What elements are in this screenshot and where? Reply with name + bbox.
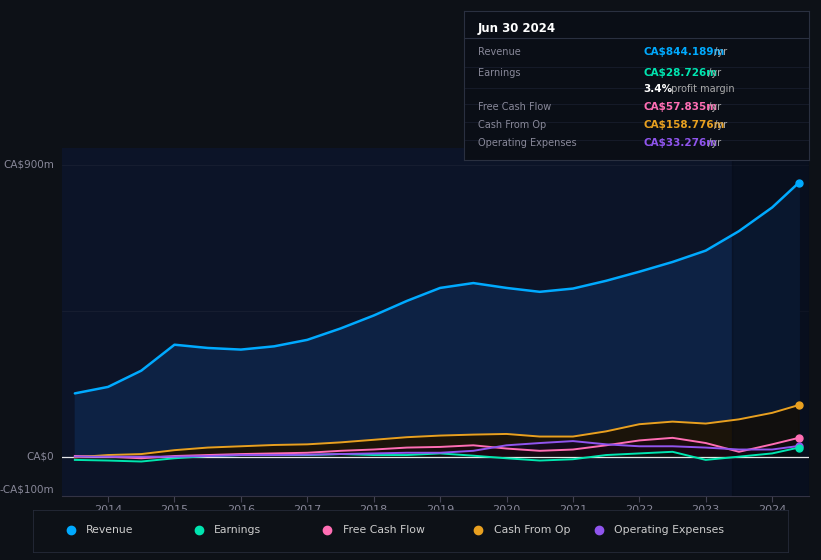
- Text: Operating Expenses: Operating Expenses: [478, 138, 576, 147]
- Text: /yr: /yr: [705, 102, 722, 112]
- Text: Revenue: Revenue: [478, 47, 521, 57]
- Bar: [732, 148, 809, 496]
- Text: CA$28.726m: CA$28.726m: [643, 68, 718, 78]
- Text: CA$844.189m: CA$844.189m: [643, 47, 725, 57]
- Text: CA$158.776m: CA$158.776m: [643, 120, 725, 130]
- Text: Free Cash Flow: Free Cash Flow: [342, 525, 424, 535]
- Text: profit margin: profit margin: [668, 84, 735, 94]
- Text: CA$57.835m: CA$57.835m: [643, 102, 718, 112]
- Text: /yr: /yr: [712, 47, 727, 57]
- Text: 3.4%: 3.4%: [643, 84, 672, 94]
- Text: CA$900m: CA$900m: [3, 160, 54, 170]
- Text: Operating Expenses: Operating Expenses: [614, 525, 724, 535]
- Text: /yr: /yr: [705, 138, 722, 147]
- Text: Cash From Op: Cash From Op: [478, 120, 546, 130]
- Text: Earnings: Earnings: [478, 68, 521, 78]
- Text: Jun 30 2024: Jun 30 2024: [478, 22, 556, 35]
- Text: Cash From Op: Cash From Op: [493, 525, 570, 535]
- Text: Earnings: Earnings: [214, 525, 261, 535]
- Text: CA$0: CA$0: [26, 452, 54, 461]
- Text: /yr: /yr: [712, 120, 727, 130]
- Text: -CA$100m: -CA$100m: [0, 484, 54, 494]
- Text: Free Cash Flow: Free Cash Flow: [478, 102, 551, 112]
- Text: Revenue: Revenue: [85, 525, 133, 535]
- Text: /yr: /yr: [705, 68, 722, 78]
- Text: CA$33.276m: CA$33.276m: [643, 138, 718, 147]
